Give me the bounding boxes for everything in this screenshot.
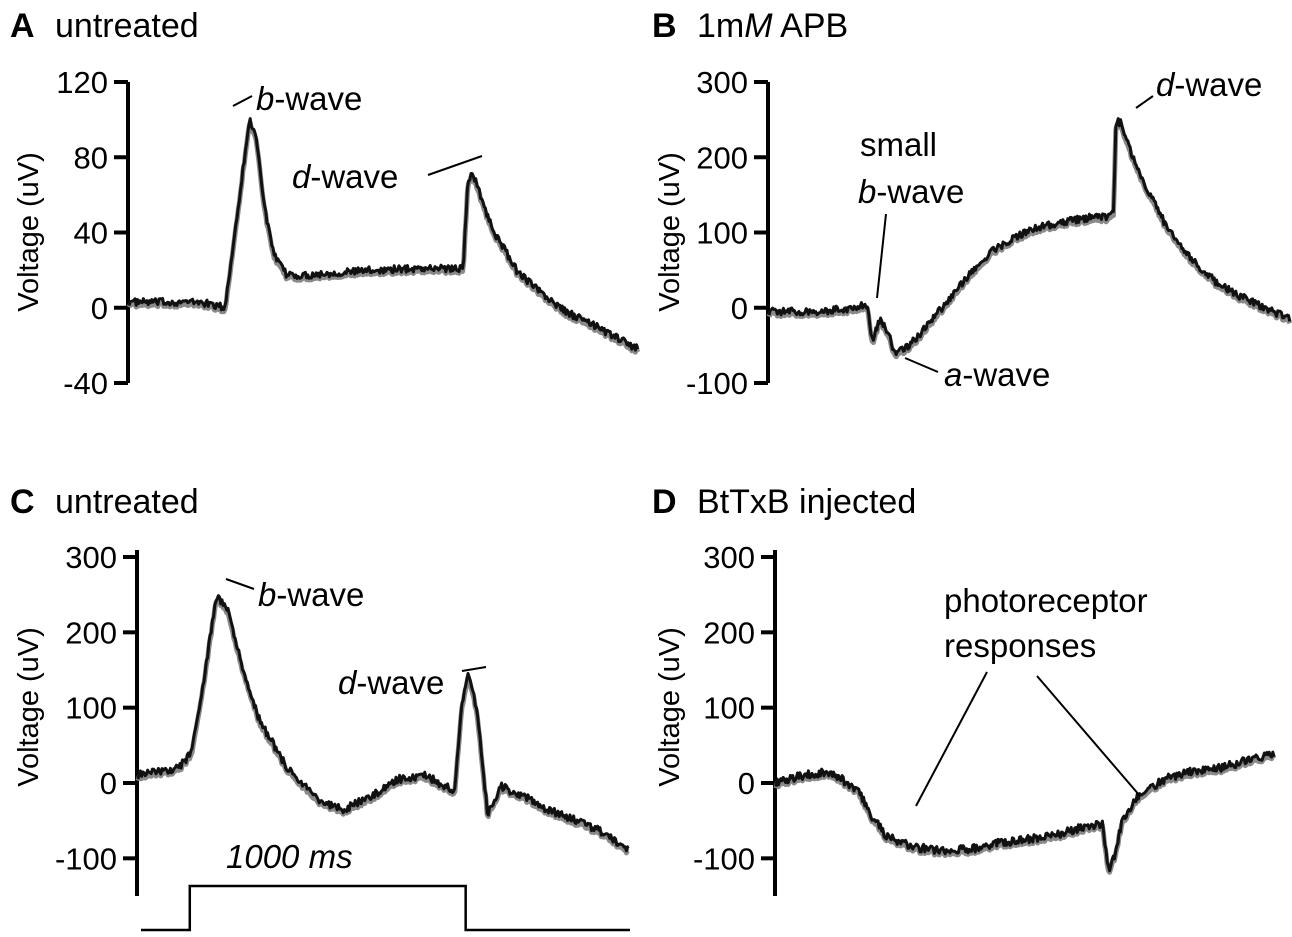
panel-b-dwave-label: -wave xyxy=(1174,66,1262,103)
panel-a-trace-group xyxy=(126,117,641,355)
panel-d-trace-shadow xyxy=(773,753,1277,875)
svg-text:b-wave: b-wave xyxy=(256,80,362,117)
panel-b-dwave-leader xyxy=(1135,95,1154,109)
panel-c-tick-label: 300 xyxy=(65,540,117,575)
panel-c-dwave-label: -wave xyxy=(356,664,444,701)
panel-b-title: 1m xyxy=(697,7,744,45)
panel-d-leader-right xyxy=(1036,675,1141,797)
panel-d-letter: D xyxy=(652,483,677,521)
panel-c-dwave-letter: d xyxy=(338,664,358,701)
panel-d: D BtTxB injected Voltage (uV) -100 0 100 20… xyxy=(652,483,1277,896)
panel-d-trace-group xyxy=(773,750,1277,875)
svg-text:a-wave: a-wave xyxy=(944,356,1050,393)
panel-c-tick-label: 200 xyxy=(65,615,117,650)
panel-c: C untreated Voltage (uV) -1000100200300 … xyxy=(10,483,631,932)
panel-d-tick-label: -100 xyxy=(693,841,755,876)
panel-a-dwave-letter: d xyxy=(292,158,312,195)
panel-b-trace xyxy=(767,117,1292,357)
panel-b-tick-label: 300 xyxy=(696,65,748,100)
svg-text:b-wave: b-wave xyxy=(258,576,364,613)
panel-b-small-label: small xyxy=(860,126,937,163)
panel-d-y-axis: -100 0 100 200 300 xyxy=(693,540,777,896)
panel-b-bwave-letter: b xyxy=(858,173,876,210)
panel-d-responses-label: responses xyxy=(944,627,1096,664)
panel-c-bwave-letter: b xyxy=(258,576,276,613)
panel-b-awave-leader xyxy=(904,357,939,373)
svg-text:d-wave: d-wave xyxy=(1156,66,1262,103)
panel-b-y-axis: -100 0 100 200 300 xyxy=(686,65,770,401)
panel-a-y-axis: -40 0 40 80 120 xyxy=(56,65,130,401)
panel-b-letter: B xyxy=(652,7,677,45)
panel-c-dwave-leader xyxy=(461,666,487,672)
panel-d-leader-left xyxy=(915,671,988,807)
panel-b-title-rest: APB xyxy=(773,7,849,45)
panel-c-title: untreated xyxy=(55,483,199,521)
panel-b-ylabel: Voltage (uV) xyxy=(654,152,686,312)
panel-c-tick-label: 0 xyxy=(100,766,117,801)
panel-b-tick-label: 0 xyxy=(731,291,748,326)
panel-b: B 1mM APB Voltage (uV) -100 0 100 200 300 sm… xyxy=(652,7,1292,401)
panel-c-tick-label: 100 xyxy=(65,691,117,726)
panel-b-trace-group xyxy=(766,117,1292,360)
panel-a-letter: A xyxy=(10,7,35,45)
panel-c-tick-label: -100 xyxy=(55,841,117,876)
panel-a-tick-label: 120 xyxy=(56,65,108,100)
panel-c-y-axis: -100 0 100 200 300 xyxy=(55,540,139,896)
panel-a-tick-label: 80 xyxy=(74,140,108,175)
panel-a-dwave-leader xyxy=(427,155,483,176)
panel-d-tick-label: 100 xyxy=(703,691,755,726)
panel-a-tick-label: -40 xyxy=(63,366,108,401)
svg-text:b-wave: b-wave xyxy=(858,173,964,210)
panel-c-ylabel: Voltage (uV) xyxy=(13,627,45,787)
panel-d-ylabel: Voltage (uV) xyxy=(654,627,686,787)
svg-text:d-wave: d-wave xyxy=(292,158,398,195)
panel-b-dwave-letter: d xyxy=(1156,66,1176,103)
panel-b-awave-letter: a xyxy=(944,356,962,393)
panel-b-title-italic: M xyxy=(744,7,773,45)
svg-text:B 1mM APB: B 1mM APB xyxy=(652,7,848,45)
panel-b-tick-label: -100 xyxy=(686,366,748,401)
panel-a-bwave-letter: b xyxy=(256,80,274,117)
panel-b-tick-label: 100 xyxy=(696,216,748,251)
panel-a-ylabel: Voltage (uV) xyxy=(13,152,45,312)
panel-b-tick-label: 200 xyxy=(696,140,748,175)
panel-a-title: untreated xyxy=(55,7,199,45)
panel-c-letter: C xyxy=(10,483,35,521)
svg-text:A untreated: A untreated xyxy=(10,7,199,45)
panel-a-bwave-label: -wave xyxy=(274,80,362,117)
panel-d-trace xyxy=(774,750,1276,873)
panel-b-awave-label: -wave xyxy=(962,356,1050,393)
panel-a-tick-label: 0 xyxy=(91,291,108,326)
panel-d-photoreceptor-label: photoreceptor xyxy=(944,582,1148,619)
panel-a-bwave-leader xyxy=(232,95,253,107)
panel-d-tick-label: 0 xyxy=(738,766,755,801)
panel-c-trace-group xyxy=(135,594,631,856)
panel-b-bwave-leader xyxy=(876,213,887,299)
panel-d-tick-label: 300 xyxy=(703,540,755,575)
stimulus-duration-label: 1000 ms xyxy=(226,838,353,875)
panel-b-bwave-label: -wave xyxy=(876,173,964,210)
panel-c-trace xyxy=(136,594,630,853)
panel-c-bwave-label: -wave xyxy=(276,576,364,613)
panel-d-title: BtTxB injected xyxy=(697,483,916,521)
panel-d-tick-label: 200 xyxy=(703,615,755,650)
stimulus-trace xyxy=(141,884,630,932)
panel-a-dwave-label: -wave xyxy=(310,158,398,195)
panel-a-trace xyxy=(127,117,640,352)
svg-text:C untreated: C untreated xyxy=(10,483,199,521)
svg-text:D BtTxB injected: D BtTxB injected xyxy=(652,483,916,521)
panel-b-trace-shadow xyxy=(766,120,1292,360)
panel-c-bwave-leader xyxy=(225,578,255,590)
svg-text:d-wave: d-wave xyxy=(338,664,444,701)
panel-a-tick-label: 40 xyxy=(74,216,108,251)
